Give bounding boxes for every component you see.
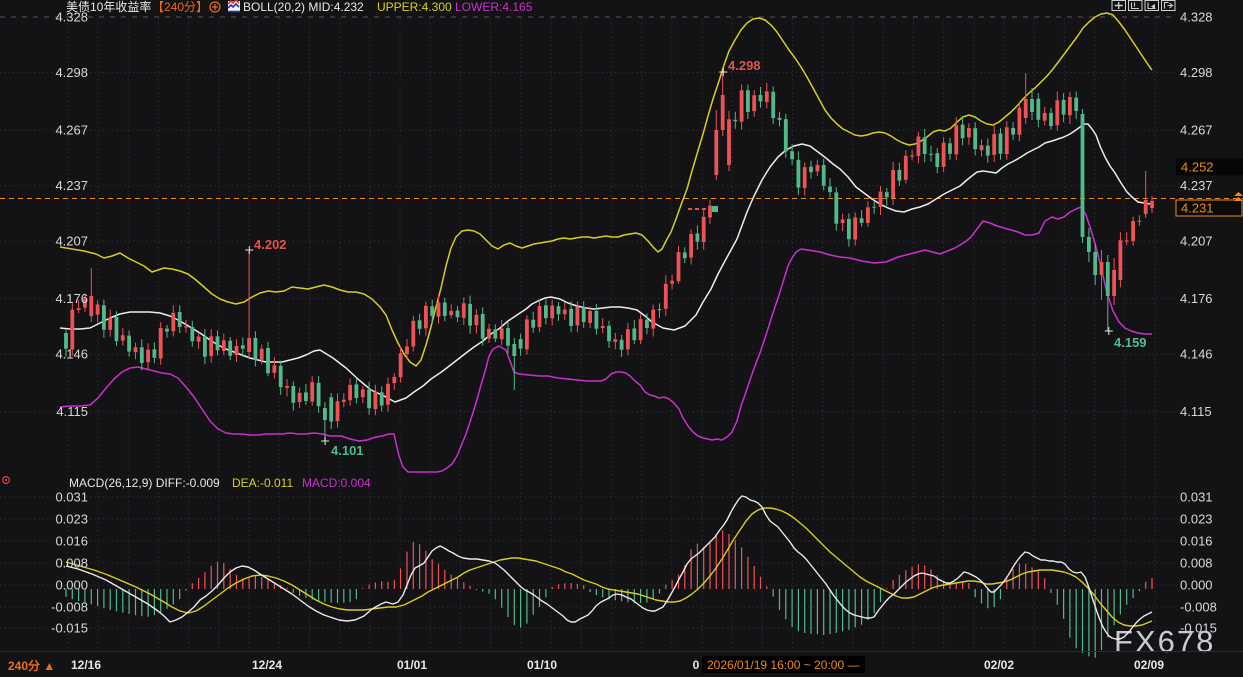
svg-text:MACD:0.004: MACD:0.004	[302, 476, 371, 490]
svg-text:4.237: 4.237	[55, 178, 88, 193]
svg-text:0.031: 0.031	[1180, 490, 1213, 505]
svg-text:0.023: 0.023	[1180, 512, 1213, 527]
svg-text:4.298: 4.298	[1180, 65, 1213, 80]
svg-text:0: 0	[693, 658, 700, 672]
svg-text:4.207: 4.207	[55, 234, 88, 249]
svg-text:0.023: 0.023	[55, 512, 88, 527]
svg-text:FX678: FX678	[1114, 624, 1215, 659]
svg-text:【240分】: 【240分】	[152, 0, 208, 14]
svg-text:DEA:-0.011: DEA:-0.011	[232, 476, 293, 490]
svg-text:0.031: 0.031	[55, 490, 88, 505]
svg-text:02/02: 02/02	[984, 658, 1014, 672]
svg-text:4.328: 4.328	[55, 10, 88, 25]
svg-text:4.252: 4.252	[1181, 160, 1214, 175]
svg-text:4.146: 4.146	[1180, 347, 1213, 362]
svg-text:BOLL(20,2) MID:4.232: BOLL(20,2) MID:4.232	[243, 0, 364, 14]
svg-text:4.176: 4.176	[55, 291, 88, 306]
svg-text:-0.015: -0.015	[51, 621, 88, 636]
svg-text:4.267: 4.267	[1180, 123, 1213, 138]
svg-text:4.115: 4.115	[1180, 404, 1212, 419]
svg-text:01/01: 01/01	[397, 658, 427, 672]
svg-text:4.101: 4.101	[331, 443, 364, 458]
svg-text:美债10年收益率: 美债10年收益率	[66, 0, 151, 14]
svg-text:4.298: 4.298	[55, 65, 88, 80]
svg-text:4.115: 4.115	[56, 404, 88, 419]
svg-text:4.267: 4.267	[55, 123, 88, 138]
svg-text:0.008: 0.008	[1180, 556, 1213, 571]
svg-text:01/10: 01/10	[527, 658, 557, 672]
svg-text:4.237: 4.237	[1180, 178, 1213, 193]
svg-text:LOWER:4.165: LOWER:4.165	[455, 0, 533, 14]
svg-text:4.146: 4.146	[55, 347, 88, 362]
svg-text:UPPER:4.300: UPPER:4.300	[377, 0, 452, 14]
svg-text:4.231: 4.231	[1181, 201, 1214, 216]
svg-text:4.176: 4.176	[1180, 291, 1213, 306]
svg-text:-0.008: -0.008	[1180, 600, 1217, 615]
svg-text:4.207: 4.207	[1180, 234, 1213, 249]
svg-text:0.016: 0.016	[55, 534, 88, 549]
svg-text:4.159: 4.159	[1114, 335, 1147, 350]
svg-text:0.000: 0.000	[1180, 578, 1213, 593]
svg-text:0.008: 0.008	[55, 556, 88, 571]
svg-text:2026/01/19 16:00 ~ 20:00 —: 2026/01/19 16:00 ~ 20:00 —	[707, 658, 859, 672]
svg-text:4.298: 4.298	[728, 58, 761, 73]
svg-text:-0.008: -0.008	[51, 600, 88, 615]
svg-text:0.000: 0.000	[55, 578, 88, 593]
svg-text:0.016: 0.016	[1180, 534, 1213, 549]
svg-text:4.202: 4.202	[254, 237, 287, 252]
svg-text:240分 ▲: 240分 ▲	[8, 658, 55, 673]
svg-text:12/24: 12/24	[252, 658, 282, 672]
svg-text:-0.015: -0.015	[1180, 621, 1217, 636]
svg-text:4.328: 4.328	[1180, 10, 1213, 25]
svg-text:02/09: 02/09	[1134, 658, 1164, 672]
svg-text:MACD(26,12,9) DIFF:-0.009: MACD(26,12,9) DIFF:-0.009	[69, 476, 220, 490]
svg-text:12/16: 12/16	[71, 658, 101, 672]
